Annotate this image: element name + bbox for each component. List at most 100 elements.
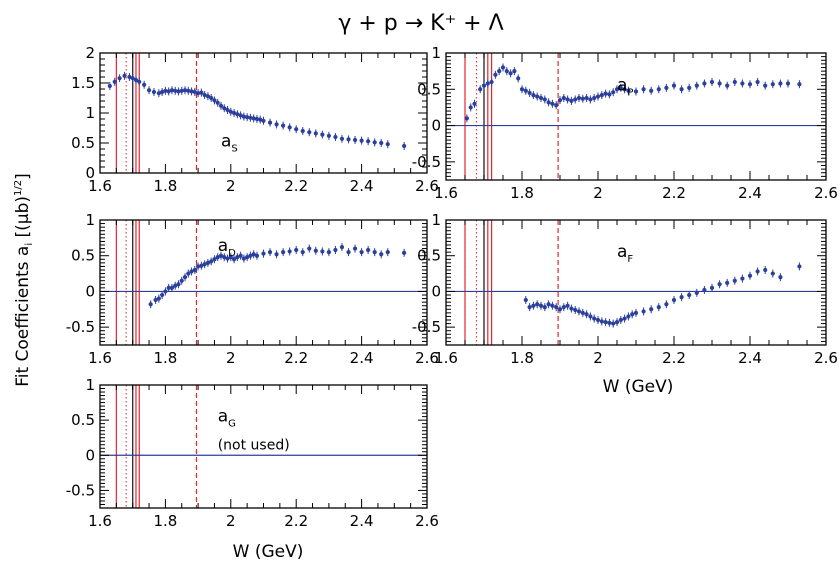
data-point	[402, 143, 407, 149]
data-point	[611, 90, 616, 95]
data-point	[267, 120, 273, 125]
data-point	[156, 91, 161, 96]
data-point	[215, 100, 220, 105]
x-tick-label: 1.8	[153, 349, 177, 367]
data-point	[199, 90, 204, 95]
y-tick-label: 0	[85, 446, 95, 464]
x-tick-label: 1.6	[434, 184, 458, 202]
data-point	[218, 103, 224, 108]
data-point	[199, 263, 204, 268]
data-point	[205, 260, 211, 265]
data-point	[166, 89, 171, 94]
data-point	[531, 303, 536, 308]
panel-label-main: a	[218, 236, 228, 256]
data-point	[366, 247, 371, 253]
data-point	[500, 65, 506, 70]
data-point	[248, 253, 253, 258]
panel-label-main: a	[617, 75, 627, 95]
data-point	[189, 269, 194, 274]
data-point	[254, 253, 260, 258]
data-point	[212, 257, 217, 262]
data-point	[166, 285, 171, 290]
data-point	[599, 92, 604, 98]
data-point	[763, 267, 768, 273]
data-point	[603, 91, 608, 96]
data-point	[588, 97, 593, 102]
data-point	[163, 88, 168, 93]
y-tick-label: -0.5	[412, 153, 441, 171]
panel-note: (not used)	[218, 438, 290, 454]
data-point	[160, 292, 165, 298]
data-point	[512, 69, 517, 74]
data-point	[235, 112, 240, 117]
data-point	[307, 130, 312, 135]
x-tick-label: 1.6	[434, 349, 458, 367]
data-point	[797, 264, 802, 269]
data-point	[531, 92, 536, 98]
data-point	[320, 249, 325, 254]
data-point	[740, 276, 745, 281]
data-point	[626, 88, 631, 93]
data-point	[209, 259, 214, 264]
data-point	[346, 137, 351, 142]
data-point	[778, 81, 783, 86]
x-tick-label: 2	[593, 184, 603, 202]
data-point	[573, 97, 578, 102]
panel-label-sub: D	[228, 248, 236, 259]
x-tick-label: 2	[226, 177, 236, 195]
y-tick-label: 1	[85, 104, 95, 122]
panel-p: 1.6 1.8 2 2.2 2.4 2.6 -0.5 0 0.5 1 aP	[412, 44, 838, 202]
data-point	[228, 255, 233, 260]
y-axis-label: Fit Coefficients ai [(μb)1/2]	[13, 173, 35, 387]
data-point	[546, 302, 551, 307]
data-point	[485, 81, 490, 86]
data-point	[622, 87, 627, 92]
data-point	[472, 101, 477, 106]
data-point	[679, 295, 684, 300]
data-point	[231, 257, 237, 262]
data-point	[107, 83, 112, 89]
data-point	[274, 122, 279, 127]
data-point	[603, 320, 608, 325]
data-point	[725, 83, 730, 88]
x-tick-label: 1.8	[153, 512, 177, 530]
data-point	[281, 123, 286, 128]
data-point	[618, 85, 623, 90]
data-point	[770, 82, 775, 87]
data-point	[584, 312, 589, 317]
data-point	[313, 248, 318, 253]
data-point	[763, 83, 768, 88]
data-point	[176, 89, 181, 94]
data-point	[127, 74, 132, 80]
x-tick-label: 1.8	[510, 184, 534, 202]
data-point	[169, 88, 175, 93]
data-point	[287, 125, 292, 130]
data-point	[630, 312, 635, 317]
panel-label: aP	[617, 75, 633, 98]
data-point	[504, 69, 509, 74]
data-point	[359, 250, 364, 255]
data-point	[641, 309, 646, 314]
data-point	[385, 142, 390, 147]
data-point	[633, 310, 639, 315]
data-point	[535, 94, 540, 99]
plot-frame	[99, 384, 428, 509]
data-point	[747, 273, 753, 278]
data-points	[523, 262, 802, 328]
data-point	[379, 252, 384, 257]
y-tick-label: -0.5	[66, 481, 95, 499]
data-point	[209, 95, 214, 101]
panel-s: 1.6 1.8 2 2.2 2.4 2.6 0 0.5 1 1.5 2 aS	[71, 44, 439, 195]
x-tick-label: 2.2	[284, 177, 308, 195]
data-point	[287, 249, 292, 254]
data-point	[196, 264, 201, 269]
data-point	[326, 133, 331, 138]
panel-label-main: a	[617, 242, 627, 262]
y-tick-label: 0.5	[417, 80, 441, 98]
data-point	[300, 128, 305, 134]
data-point	[576, 95, 582, 101]
data-point	[554, 305, 559, 310]
data-point	[205, 94, 211, 99]
data-point	[173, 88, 178, 93]
